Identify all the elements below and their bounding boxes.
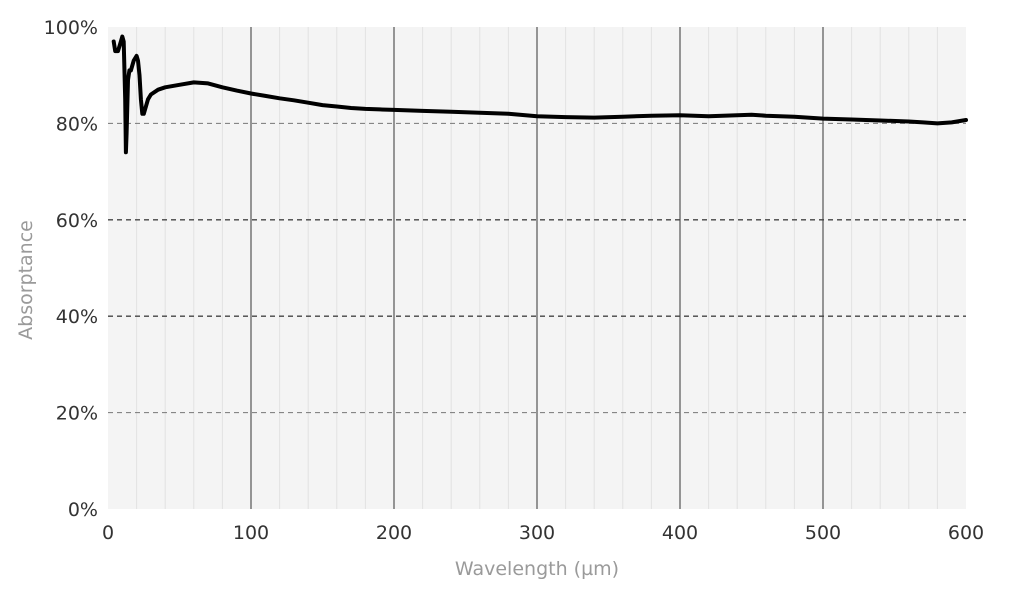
absorptance-series-line	[111, 34, 968, 155]
x-tick-labels: 0 100 200 300 400 500 600	[102, 522, 984, 544]
y-tick-label: 20%	[56, 403, 98, 425]
x-tick-label: 100	[233, 522, 269, 544]
y-tick-label: 0%	[68, 499, 98, 521]
x-tick-label: 300	[519, 522, 555, 544]
y-dashed-gridlines	[108, 122, 966, 414]
x-axis-title: Wavelength (µm)	[455, 558, 619, 580]
x-tick-label: 0	[102, 522, 114, 544]
y-axis-title: Absorptance	[15, 220, 37, 340]
x-tick-label: 600	[948, 522, 984, 544]
y-tick-label: 40%	[56, 306, 98, 328]
minor-gridlines	[136, 27, 938, 509]
major-gridlines	[250, 27, 824, 509]
y-tick-label: 100%	[44, 17, 98, 39]
y-tick-labels: 0% 20% 40% 60% 80% 100%	[44, 17, 98, 521]
y-tick-label: 80%	[56, 113, 98, 135]
x-tick-label: 200	[376, 522, 412, 544]
x-tick-label: 500	[805, 522, 841, 544]
y-tick-label: 60%	[56, 210, 98, 232]
x-tick-label: 400	[662, 522, 698, 544]
